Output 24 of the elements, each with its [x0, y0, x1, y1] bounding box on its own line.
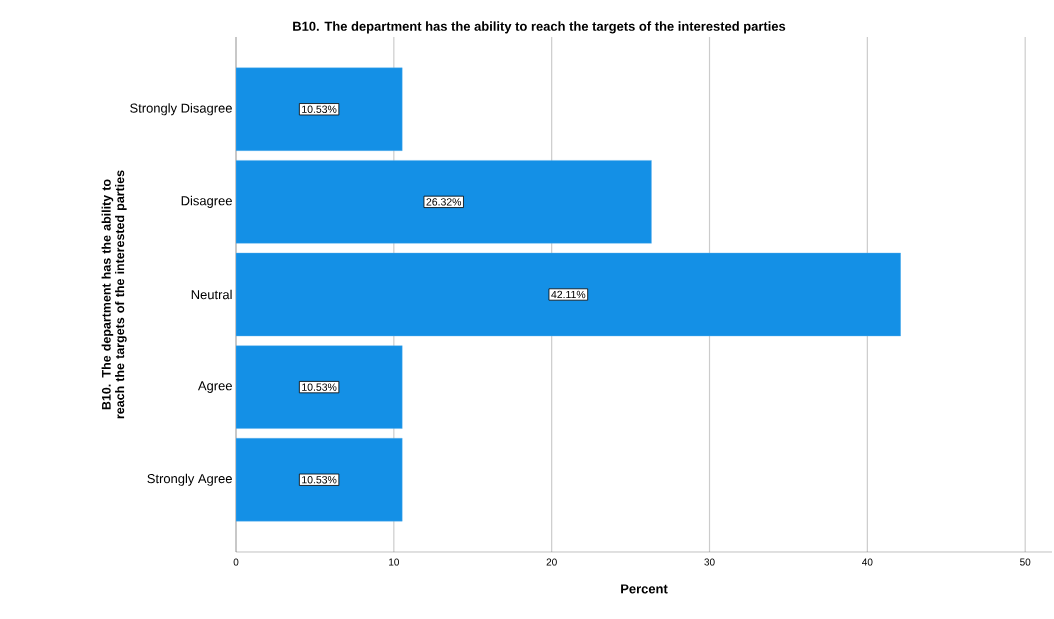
x-tick-label: 10	[389, 558, 399, 566]
y-tick-label: Agree	[197, 381, 232, 393]
bar	[236, 67, 403, 151]
bar	[236, 160, 652, 244]
y-tick-label: Neutral	[191, 289, 232, 300]
data-label: 10.53%	[302, 105, 337, 113]
x-tick-label: 20	[546, 558, 557, 566]
y-tick-label: Strongly Agree	[147, 473, 232, 486]
bar	[236, 345, 403, 429]
chart-title: B10. The department has the ability to reach the targets of the interested parties	[293, 21, 786, 34]
x-axis-title: Percent	[621, 584, 668, 594]
x-tick-label: 40	[862, 558, 873, 566]
y-axis-title: B10. The department has the ability to reach the targets of the interested parties	[101, 170, 127, 419]
data-label: 26.32%	[426, 198, 462, 206]
y-tick-label: Disagree	[181, 195, 232, 208]
y-tick-label: Strongly Disagree	[130, 103, 232, 116]
x-tick-label: 30	[704, 558, 715, 566]
bar	[236, 438, 403, 522]
x-tick-label: 50	[1020, 558, 1031, 566]
data-label: 10.53%	[302, 476, 337, 484]
data-label: 10.53%	[302, 383, 337, 391]
x-tick-label: 0	[233, 558, 239, 566]
data-label: 42.11%	[551, 290, 586, 299]
bar	[236, 252, 901, 337]
